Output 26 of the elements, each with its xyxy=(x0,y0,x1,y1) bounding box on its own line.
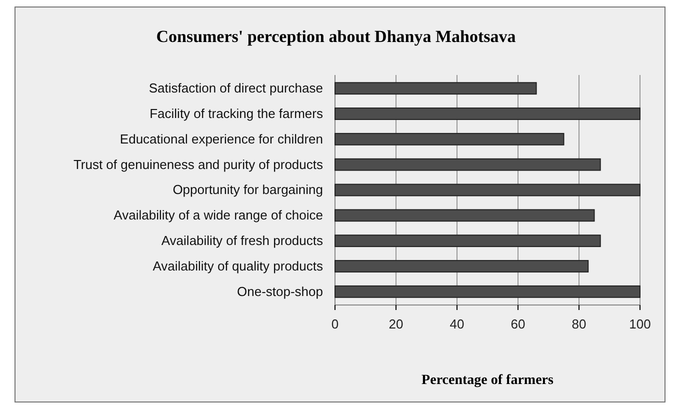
y-tick-label: Opportunity for bargaining xyxy=(172,182,323,198)
bar xyxy=(334,260,589,272)
bar xyxy=(334,82,537,95)
x-tick-label: 0 xyxy=(331,316,339,332)
y-tick-label: One-stop-shop xyxy=(237,284,323,299)
x-tick-label: 20 xyxy=(388,316,404,332)
bar xyxy=(334,158,601,171)
bar xyxy=(334,209,595,222)
x-tick-label: 40 xyxy=(450,316,464,332)
y-tick-label: Satisfaction of direct purchase xyxy=(148,80,323,96)
y-tick-label: Trust of genuineness and purity of products xyxy=(73,156,324,172)
y-tick-label: Availability of quality products xyxy=(152,258,324,274)
x-tick-label: 80 xyxy=(572,316,586,332)
bar xyxy=(334,184,640,196)
bar xyxy=(334,285,640,298)
bar xyxy=(334,234,601,248)
chart-title: Consumers' perception about Dhanya Mahotsava xyxy=(156,27,516,46)
y-tick-label: Availability of fresh products xyxy=(161,232,324,248)
y-tick-label: Availability of a wide range of choice xyxy=(114,208,323,223)
bar xyxy=(334,108,640,120)
x-tick-label: 100 xyxy=(629,316,651,332)
y-tick-label: Facility of tracking the farmers xyxy=(150,106,324,121)
bar xyxy=(334,132,564,146)
x-axis-title: Percentage of farmers xyxy=(422,373,554,388)
x-tick-label: 60 xyxy=(510,316,526,332)
y-tick-label: Educational experience for children xyxy=(120,131,323,146)
